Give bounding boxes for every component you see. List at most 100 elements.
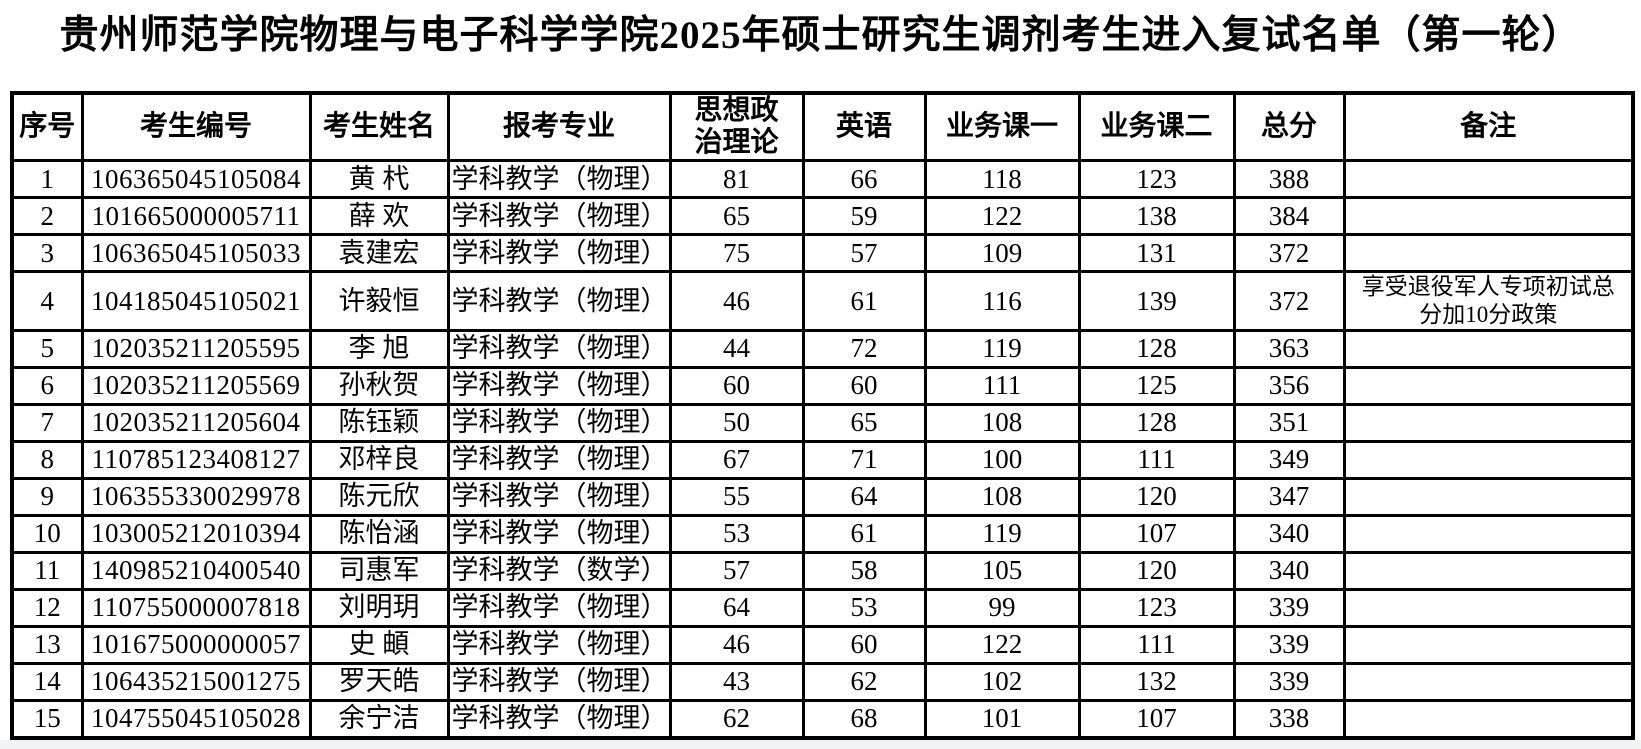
cell-course1: 100 bbox=[923, 439, 1081, 480]
cell-remark bbox=[1342, 661, 1635, 702]
cell-index: 11 bbox=[10, 550, 84, 591]
page-title: 贵州师范学院物理与电子科学学院2025年硕士研究生调剂考生进入复试名单（第一轮） bbox=[59, 14, 1582, 57]
cell-politics: 53 bbox=[668, 513, 805, 554]
cell-total: 388 bbox=[1232, 159, 1346, 200]
table-row: 8 110785123408127 邓梓良 学科教学（物理） 67 71 100 111 349 bbox=[10, 439, 1635, 480]
table-row: 14 106435215001275 罗天皓 学科教学（物理） 43 62 102 132 33… bbox=[10, 661, 1635, 702]
cell-index: 3 bbox=[10, 233, 84, 274]
cell-english: 60 bbox=[801, 624, 927, 665]
cell-name: 袁建宏 bbox=[308, 233, 450, 274]
cell-index: 13 bbox=[10, 624, 84, 665]
table-row: 11 140985210400540 司惠军 学科教学（数学） 57 58 105 120 34… bbox=[10, 550, 1635, 591]
cell-course2: 123 bbox=[1077, 587, 1236, 628]
cell-course2: 120 bbox=[1077, 550, 1236, 591]
column-header-course2: 业务课二 bbox=[1077, 91, 1236, 163]
cell-major: 学科教学（物理） bbox=[446, 196, 672, 237]
cell-major: 学科教学（物理） bbox=[446, 476, 672, 517]
cell-politics: 50 bbox=[668, 402, 805, 443]
column-header-id: 考生编号 bbox=[80, 91, 312, 163]
cell-major: 学科教学（物理） bbox=[446, 439, 672, 480]
cell-id: 102035211205569 bbox=[80, 365, 312, 406]
cell-index: 14 bbox=[10, 661, 84, 702]
cell-name: 邓梓良 bbox=[308, 439, 450, 480]
cell-remark bbox=[1342, 328, 1635, 369]
table-row: 12 110755000007818 刘明玥 学科教学（物理） 64 53 99 123 339 bbox=[10, 587, 1635, 628]
cell-index: 12 bbox=[10, 587, 84, 628]
cell-id: 104185045105021 bbox=[80, 270, 312, 332]
cell-name: 陈元欣 bbox=[308, 476, 450, 517]
cell-politics: 75 bbox=[668, 233, 805, 274]
cell-total: 339 bbox=[1232, 587, 1346, 628]
cell-id: 104755045105028 bbox=[80, 698, 312, 740]
results-table: 序号 考生编号 考生姓名 报考专业 思想政 治理论 英语 业务课一 业务课二 总分 备注 1 106… bbox=[10, 91, 1635, 740]
cell-id: 101665000005711 bbox=[80, 196, 312, 237]
column-header-index: 序号 bbox=[10, 91, 84, 163]
cell-id: 106365045105084 bbox=[80, 159, 312, 200]
cell-index: 2 bbox=[10, 196, 84, 237]
column-header-total: 总分 bbox=[1232, 91, 1346, 163]
cell-course2: 138 bbox=[1077, 196, 1236, 237]
cell-id: 106365045105033 bbox=[80, 233, 312, 274]
cell-id: 106435215001275 bbox=[80, 661, 312, 702]
table-row: 5 102035211205595 李 旭学科教学（物理） 44 72 119 128 363 bbox=[10, 328, 1635, 369]
cell-total: 372 bbox=[1232, 233, 1346, 274]
cell-name: 司惠军 bbox=[308, 550, 450, 591]
table-row: 9 106355330029978 陈元欣 学科教学（物理） 55 64 108 120 347 bbox=[10, 476, 1635, 517]
cell-name: 薛 欢 bbox=[308, 196, 450, 237]
cell-course2: 107 bbox=[1077, 513, 1236, 554]
cell-major: 学科教学（物理） bbox=[446, 402, 672, 443]
cell-remark bbox=[1342, 587, 1635, 628]
cell-english: 62 bbox=[801, 661, 927, 702]
cell-index: 15 bbox=[10, 698, 84, 740]
cell-index: 8 bbox=[10, 439, 84, 480]
cell-course2: 128 bbox=[1077, 402, 1236, 443]
cell-total: 347 bbox=[1232, 476, 1346, 517]
cell-index: 1 bbox=[10, 159, 84, 200]
cell-english: 60 bbox=[801, 365, 927, 406]
cell-course1: 111 bbox=[923, 365, 1081, 406]
cell-major: 学科教学（物理） bbox=[446, 661, 672, 702]
cell-major: 学科教学（物理） bbox=[446, 270, 672, 332]
table-row: 3 106365045105033 袁建宏 学科教学（物理） 75 57 109 131 372 bbox=[10, 233, 1635, 274]
cell-index: 4 bbox=[10, 270, 84, 332]
cell-index: 9 bbox=[10, 476, 84, 517]
cell-total: 340 bbox=[1232, 550, 1346, 591]
cell-major: 学科教学（物理） bbox=[446, 233, 672, 274]
cell-politics: 81 bbox=[668, 159, 805, 200]
cell-course2: 128 bbox=[1077, 328, 1236, 369]
cell-politics: 67 bbox=[668, 439, 805, 480]
cell-major: 学科教学（物理） bbox=[446, 159, 672, 200]
cell-english: 72 bbox=[801, 328, 927, 369]
cell-politics: 60 bbox=[668, 365, 805, 406]
cell-politics: 44 bbox=[668, 328, 805, 369]
cell-name: 罗天皓 bbox=[308, 661, 450, 702]
cell-index: 6 bbox=[10, 365, 84, 406]
cell-course1: 118 bbox=[923, 159, 1081, 200]
cell-politics: 46 bbox=[668, 270, 805, 332]
cell-english: 71 bbox=[801, 439, 927, 480]
table-row: 13 101675000000057 史 頔学科教学（物理） 46 60 122 111 33… bbox=[10, 624, 1635, 665]
column-header-course1: 业务课一 bbox=[923, 91, 1081, 163]
cell-total: 339 bbox=[1232, 624, 1346, 665]
cell-english: 64 bbox=[801, 476, 927, 517]
table-row: 6 102035211205569 孙秋贺 学科教学（物理） 60 60 111 125 356 bbox=[10, 365, 1635, 406]
cell-course1: 119 bbox=[923, 513, 1081, 554]
column-header-name: 考生姓名 bbox=[308, 91, 450, 163]
cell-total: 356 bbox=[1232, 365, 1346, 406]
cell-course2: 111 bbox=[1077, 439, 1236, 480]
cell-course1: 108 bbox=[923, 402, 1081, 443]
cell-course2: 111 bbox=[1077, 624, 1236, 665]
cell-remark bbox=[1342, 159, 1635, 200]
cell-id: 106355330029978 bbox=[80, 476, 312, 517]
cell-total: 384 bbox=[1232, 196, 1346, 237]
cell-major: 学科教学（物理） bbox=[446, 513, 672, 554]
header-row: 序号 考生编号 考生姓名 报考专业 思想政 治理论 英语 业务课一 业务课二 总分 备注 bbox=[10, 91, 1635, 163]
cell-course1: 116 bbox=[923, 270, 1081, 332]
cell-id: 110755000007818 bbox=[80, 587, 312, 628]
cell-english: 57 bbox=[801, 233, 927, 274]
table-row: 7 102035211205604 陈钰颖 学科教学（物理） 50 65 108 128 351 bbox=[10, 402, 1635, 443]
cell-remark bbox=[1342, 513, 1635, 554]
cell-major: 学科教学（物理） bbox=[446, 587, 672, 628]
column-header-major: 报考专业 bbox=[446, 91, 672, 163]
cell-english: 61 bbox=[801, 513, 927, 554]
